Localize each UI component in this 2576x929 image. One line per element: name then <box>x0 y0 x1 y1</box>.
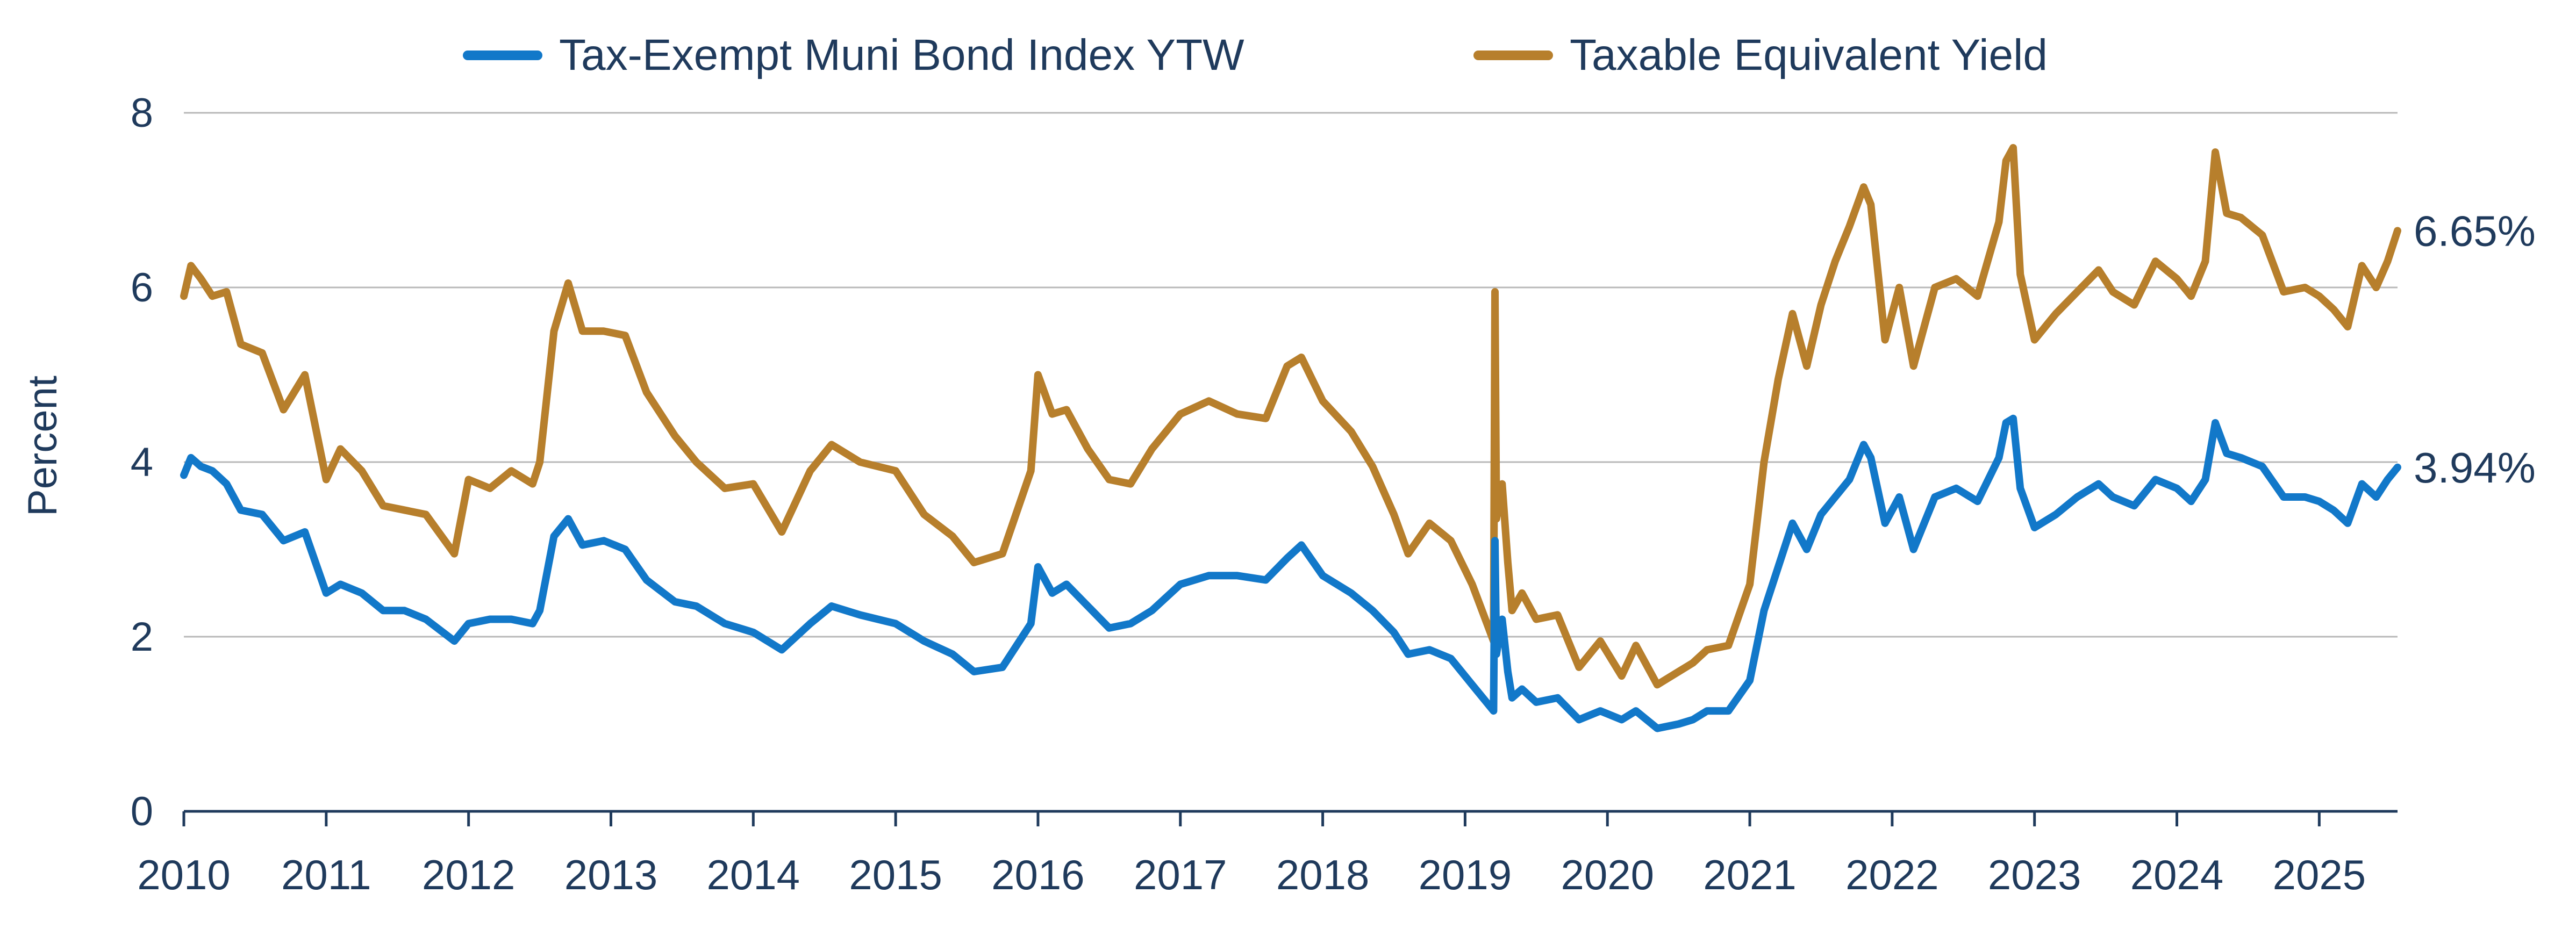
x-tick-label: 2014 <box>707 851 800 898</box>
end-labels: 6.65% 3.94% <box>2414 207 2536 491</box>
gridlines <box>184 112 2398 638</box>
y-axis: 0 2 4 6 8 <box>131 90 153 834</box>
x-tick-label: 2024 <box>2130 851 2224 898</box>
y-tick-label: 4 <box>131 440 153 485</box>
y-tick-label: 8 <box>131 90 153 136</box>
y-axis-label: Percent <box>20 376 66 516</box>
x-tick-label: 2025 <box>2273 851 2366 898</box>
end-value-label: 3.94% <box>2414 444 2536 492</box>
legend-label: Tax-Exempt Muni Bond Index YTW <box>559 31 1244 80</box>
legend-label: Taxable Equivalent Yield <box>1570 31 2048 80</box>
x-tick-label: 2022 <box>1845 851 1939 898</box>
x-tick-label: 2018 <box>1276 851 1370 898</box>
y-tick-label: 0 <box>131 789 153 834</box>
x-tick-label: 2010 <box>137 851 231 898</box>
x-tick-label: 2015 <box>849 851 942 898</box>
x-tick-label: 2020 <box>1561 851 1654 898</box>
x-tick-label: 2021 <box>1703 851 1797 898</box>
x-tick-label: 2016 <box>991 851 1085 898</box>
x-tick-label: 2011 <box>281 851 371 898</box>
series-line-muni-ytw <box>180 414 2401 732</box>
end-value-label: 6.65% <box>2414 207 2536 255</box>
y-tick-label: 2 <box>131 614 153 660</box>
series-line-taxable-equivalent <box>180 144 2401 689</box>
x-axis: 2010 2011 2012 2013 2014 2015 2016 2017 2018 2019… <box>137 810 2398 898</box>
x-tick-label: 2013 <box>564 851 658 898</box>
x-tick-label: 2019 <box>1419 851 1512 898</box>
legend: Tax-Exempt Muni Bond Index YTW Taxable Eq… <box>463 31 2048 80</box>
x-tick-label: 2012 <box>422 851 516 898</box>
x-tick-label: 2017 <box>1134 851 1227 898</box>
y-tick-label: 6 <box>131 265 153 311</box>
series-lines <box>180 144 2401 732</box>
x-tick-label: 2023 <box>1988 851 2081 898</box>
